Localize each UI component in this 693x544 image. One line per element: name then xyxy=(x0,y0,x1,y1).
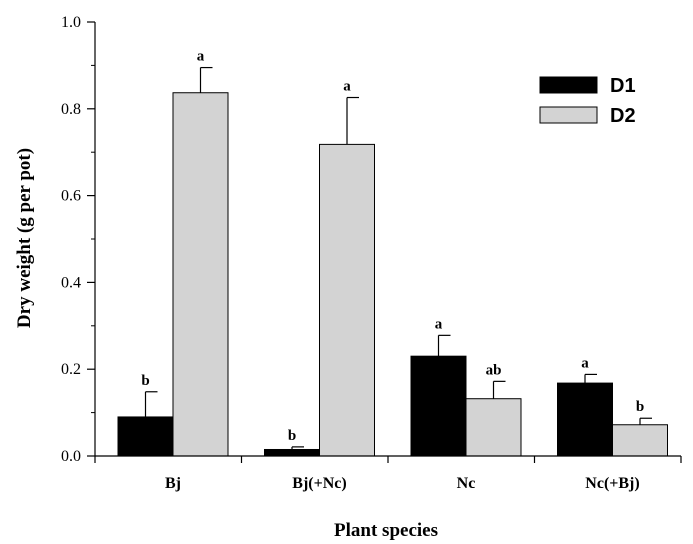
sig-label-d1-1: b xyxy=(141,373,149,389)
sig-label-d1-2: b xyxy=(288,428,296,444)
bar-d1-1 xyxy=(117,416,174,457)
sig-label-d1-4: a xyxy=(581,355,589,371)
legend-label-d2: D2 xyxy=(610,105,636,127)
y-tick-label: 0.4 xyxy=(61,274,81,291)
sig-label-d2-1: a xyxy=(197,49,205,65)
bar-d2-1 xyxy=(172,92,229,457)
sig-label-d2-2: a xyxy=(343,79,351,95)
x-category-label: Bj(+Nc) xyxy=(292,475,346,492)
y-tick-label: 0.6 xyxy=(61,188,81,205)
legend-swatch-d2 xyxy=(539,106,598,124)
bar-d1-3 xyxy=(410,355,467,457)
x-category-label: Nc xyxy=(457,475,476,492)
bar-d1-2 xyxy=(264,448,320,457)
y-axis-title: Dry weight (g per pot) xyxy=(14,148,35,328)
x-category-label: Nc(+Bj) xyxy=(585,475,639,492)
bar-d2-2 xyxy=(319,143,375,457)
axes: 0.0 0.2 0.4 0.6 0.8 1.0 Bj Bj(+Nc) Nc Nc(+Bj) xyxy=(61,14,682,492)
x-category-label: Bj xyxy=(165,475,181,492)
sig-label-d2-4: b xyxy=(636,399,644,415)
bar-d1-4 xyxy=(557,382,613,457)
legend-swatch-d1 xyxy=(539,76,598,94)
bar-d2-4 xyxy=(612,424,668,457)
x-axis-title: Plant species xyxy=(334,520,438,541)
legend-label-d1: D1 xyxy=(610,75,636,97)
bars xyxy=(117,92,668,457)
y-tick-label: 0.2 xyxy=(61,361,81,378)
y-tick-label: 0.0 xyxy=(61,448,81,465)
sig-label-d1-3: a xyxy=(435,316,443,332)
error-bars xyxy=(144,66,652,450)
sig-label-d2-3: ab xyxy=(486,362,502,378)
y-tick-label: 1.0 xyxy=(61,14,81,31)
bar-d2-3 xyxy=(465,398,522,457)
y-tick-label: 0.8 xyxy=(61,101,81,118)
